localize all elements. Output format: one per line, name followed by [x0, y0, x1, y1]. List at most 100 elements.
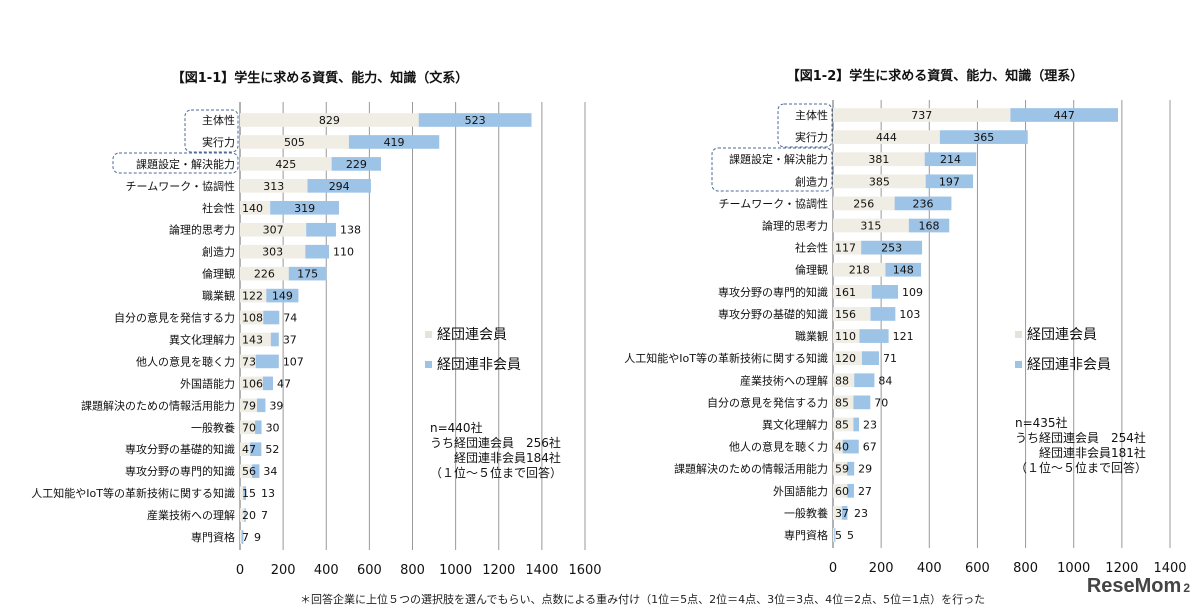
bar-nonmember	[252, 464, 260, 478]
data-label-nonmember: 229	[346, 158, 367, 171]
data-label-member: 140	[242, 202, 263, 215]
data-label-member: 47	[242, 443, 256, 456]
bar-nonmember	[270, 200, 339, 215]
data-label-nonmember: 30	[266, 421, 280, 434]
logo: ReseMom 2	[1087, 575, 1190, 598]
bar-member	[833, 218, 909, 233]
category-label: 人工知能やIoT等の革新技術に関する知識	[31, 486, 235, 500]
x-tick-label: 1200	[1105, 561, 1138, 576]
bar-member	[240, 288, 267, 303]
x-tick-label: 600	[965, 561, 990, 576]
data-label-nonmember: 34	[263, 465, 277, 478]
legend-label: 経団連会員	[1027, 327, 1097, 343]
category-label: 職業観	[795, 329, 828, 343]
data-label-member: 737	[911, 109, 932, 122]
bar-member	[833, 240, 862, 255]
data-label-nonmember: 9	[254, 531, 261, 544]
bar-nonmember	[939, 130, 1028, 144]
data-label-nonmember: 23	[863, 418, 877, 431]
data-label-nonmember: 27	[858, 485, 872, 498]
data-label-nonmember: 109	[902, 286, 923, 299]
bar-nonmember	[255, 420, 262, 435]
data-label-member: 829	[319, 114, 340, 127]
sample-note: 経団連非会員184社	[430, 450, 561, 465]
category-label: 倫理観	[795, 263, 828, 277]
sample-note: （１位～５位まで回答）	[1015, 460, 1147, 475]
bar-nonmember	[250, 442, 262, 457]
logo-text: ReseMom	[1086, 575, 1182, 597]
data-label-nonmember: 39	[269, 399, 283, 412]
bar-member	[833, 262, 886, 277]
bar-nonmember	[834, 528, 836, 542]
x-tick-label: 200	[869, 561, 894, 576]
bar-member	[240, 222, 307, 237]
bar-member	[833, 284, 872, 299]
data-label-nonmember: 365	[973, 131, 994, 144]
bar-nonmember	[288, 266, 327, 281]
bar-member	[833, 307, 871, 321]
bar-nonmember	[348, 135, 440, 149]
data-label-member: 385	[869, 175, 890, 188]
data-label-member: 85	[835, 418, 849, 431]
bar-member	[240, 486, 244, 500]
category-label: 専攻分野の基礎的知識	[718, 307, 828, 321]
data-label-nonmember: 214	[940, 153, 961, 166]
category-label: 人工知能やIoT等の革新技術に関する知識	[624, 351, 828, 365]
footnote: ＊回答企業に上位５つの選択肢を選んでもらい、点数による重み付け（1位＝5点、2位…	[300, 593, 986, 606]
bar-member	[240, 244, 306, 259]
data-label-nonmember: 253	[881, 242, 902, 255]
bar-nonmember	[307, 179, 371, 193]
bar-member	[240, 376, 263, 391]
bar-member	[833, 196, 895, 211]
category-label: 課題解決のための情報活用能力	[674, 462, 828, 476]
x-tick-label: 800	[400, 563, 425, 578]
data-label-nonmember: 121	[893, 330, 914, 343]
data-label-nonmember: 294	[329, 180, 350, 193]
x-tick-label: 200	[271, 563, 296, 578]
category-label: 他人の意見を聴く力	[136, 354, 235, 368]
category-label: 実行力	[202, 135, 235, 149]
bar-member	[240, 310, 264, 325]
bar-member	[240, 332, 271, 347]
data-label-nonmember: 71	[883, 352, 897, 365]
data-label-member: 15	[242, 487, 256, 500]
category-label: 外国語能力	[180, 376, 235, 390]
category-label: 主体性	[795, 108, 828, 122]
bar-member	[240, 135, 349, 149]
data-label-nonmember: 148	[893, 264, 914, 277]
data-label-nonmember: 107	[283, 355, 304, 368]
bar-nonmember	[262, 376, 273, 391]
bar-nonmember	[305, 244, 330, 259]
bar-nonmember	[841, 506, 848, 520]
sample-note: （１位～５位まで回答）	[430, 465, 562, 480]
category-label: 論理的思考力	[169, 223, 235, 237]
bar-member	[240, 508, 245, 522]
data-label-member: 226	[254, 268, 275, 281]
category-label: 専門資格	[784, 528, 828, 542]
data-label-member: 117	[835, 242, 856, 255]
category-label: 自分の意見を発信する力	[114, 311, 235, 325]
bar-member	[833, 439, 843, 454]
bar-nonmember	[418, 113, 532, 127]
bar-nonmember	[854, 373, 875, 388]
data-label-member: 120	[835, 352, 856, 365]
bar-nonmember	[241, 530, 244, 544]
bar-nonmember	[908, 218, 950, 233]
sample-note: うち経団連会員 254社	[1015, 430, 1146, 445]
highlight-box	[777, 103, 833, 148]
bar-member	[833, 351, 862, 366]
legend-swatch	[1015, 361, 1022, 368]
data-label-member: 5	[835, 529, 842, 542]
bar-nonmember	[853, 395, 871, 410]
legend-swatch	[1015, 331, 1022, 338]
sample-note: 経団連非会員181社	[1015, 445, 1146, 460]
legend-label: 経団連非会員	[437, 357, 521, 373]
data-label-member: 79	[242, 399, 256, 412]
data-label-member: 70	[242, 421, 256, 434]
bar-nonmember	[861, 240, 923, 255]
data-label-member: 303	[262, 246, 283, 259]
bar-nonmember	[847, 483, 854, 498]
data-label-nonmember: 67	[863, 441, 877, 454]
highlight-box	[112, 152, 239, 174]
